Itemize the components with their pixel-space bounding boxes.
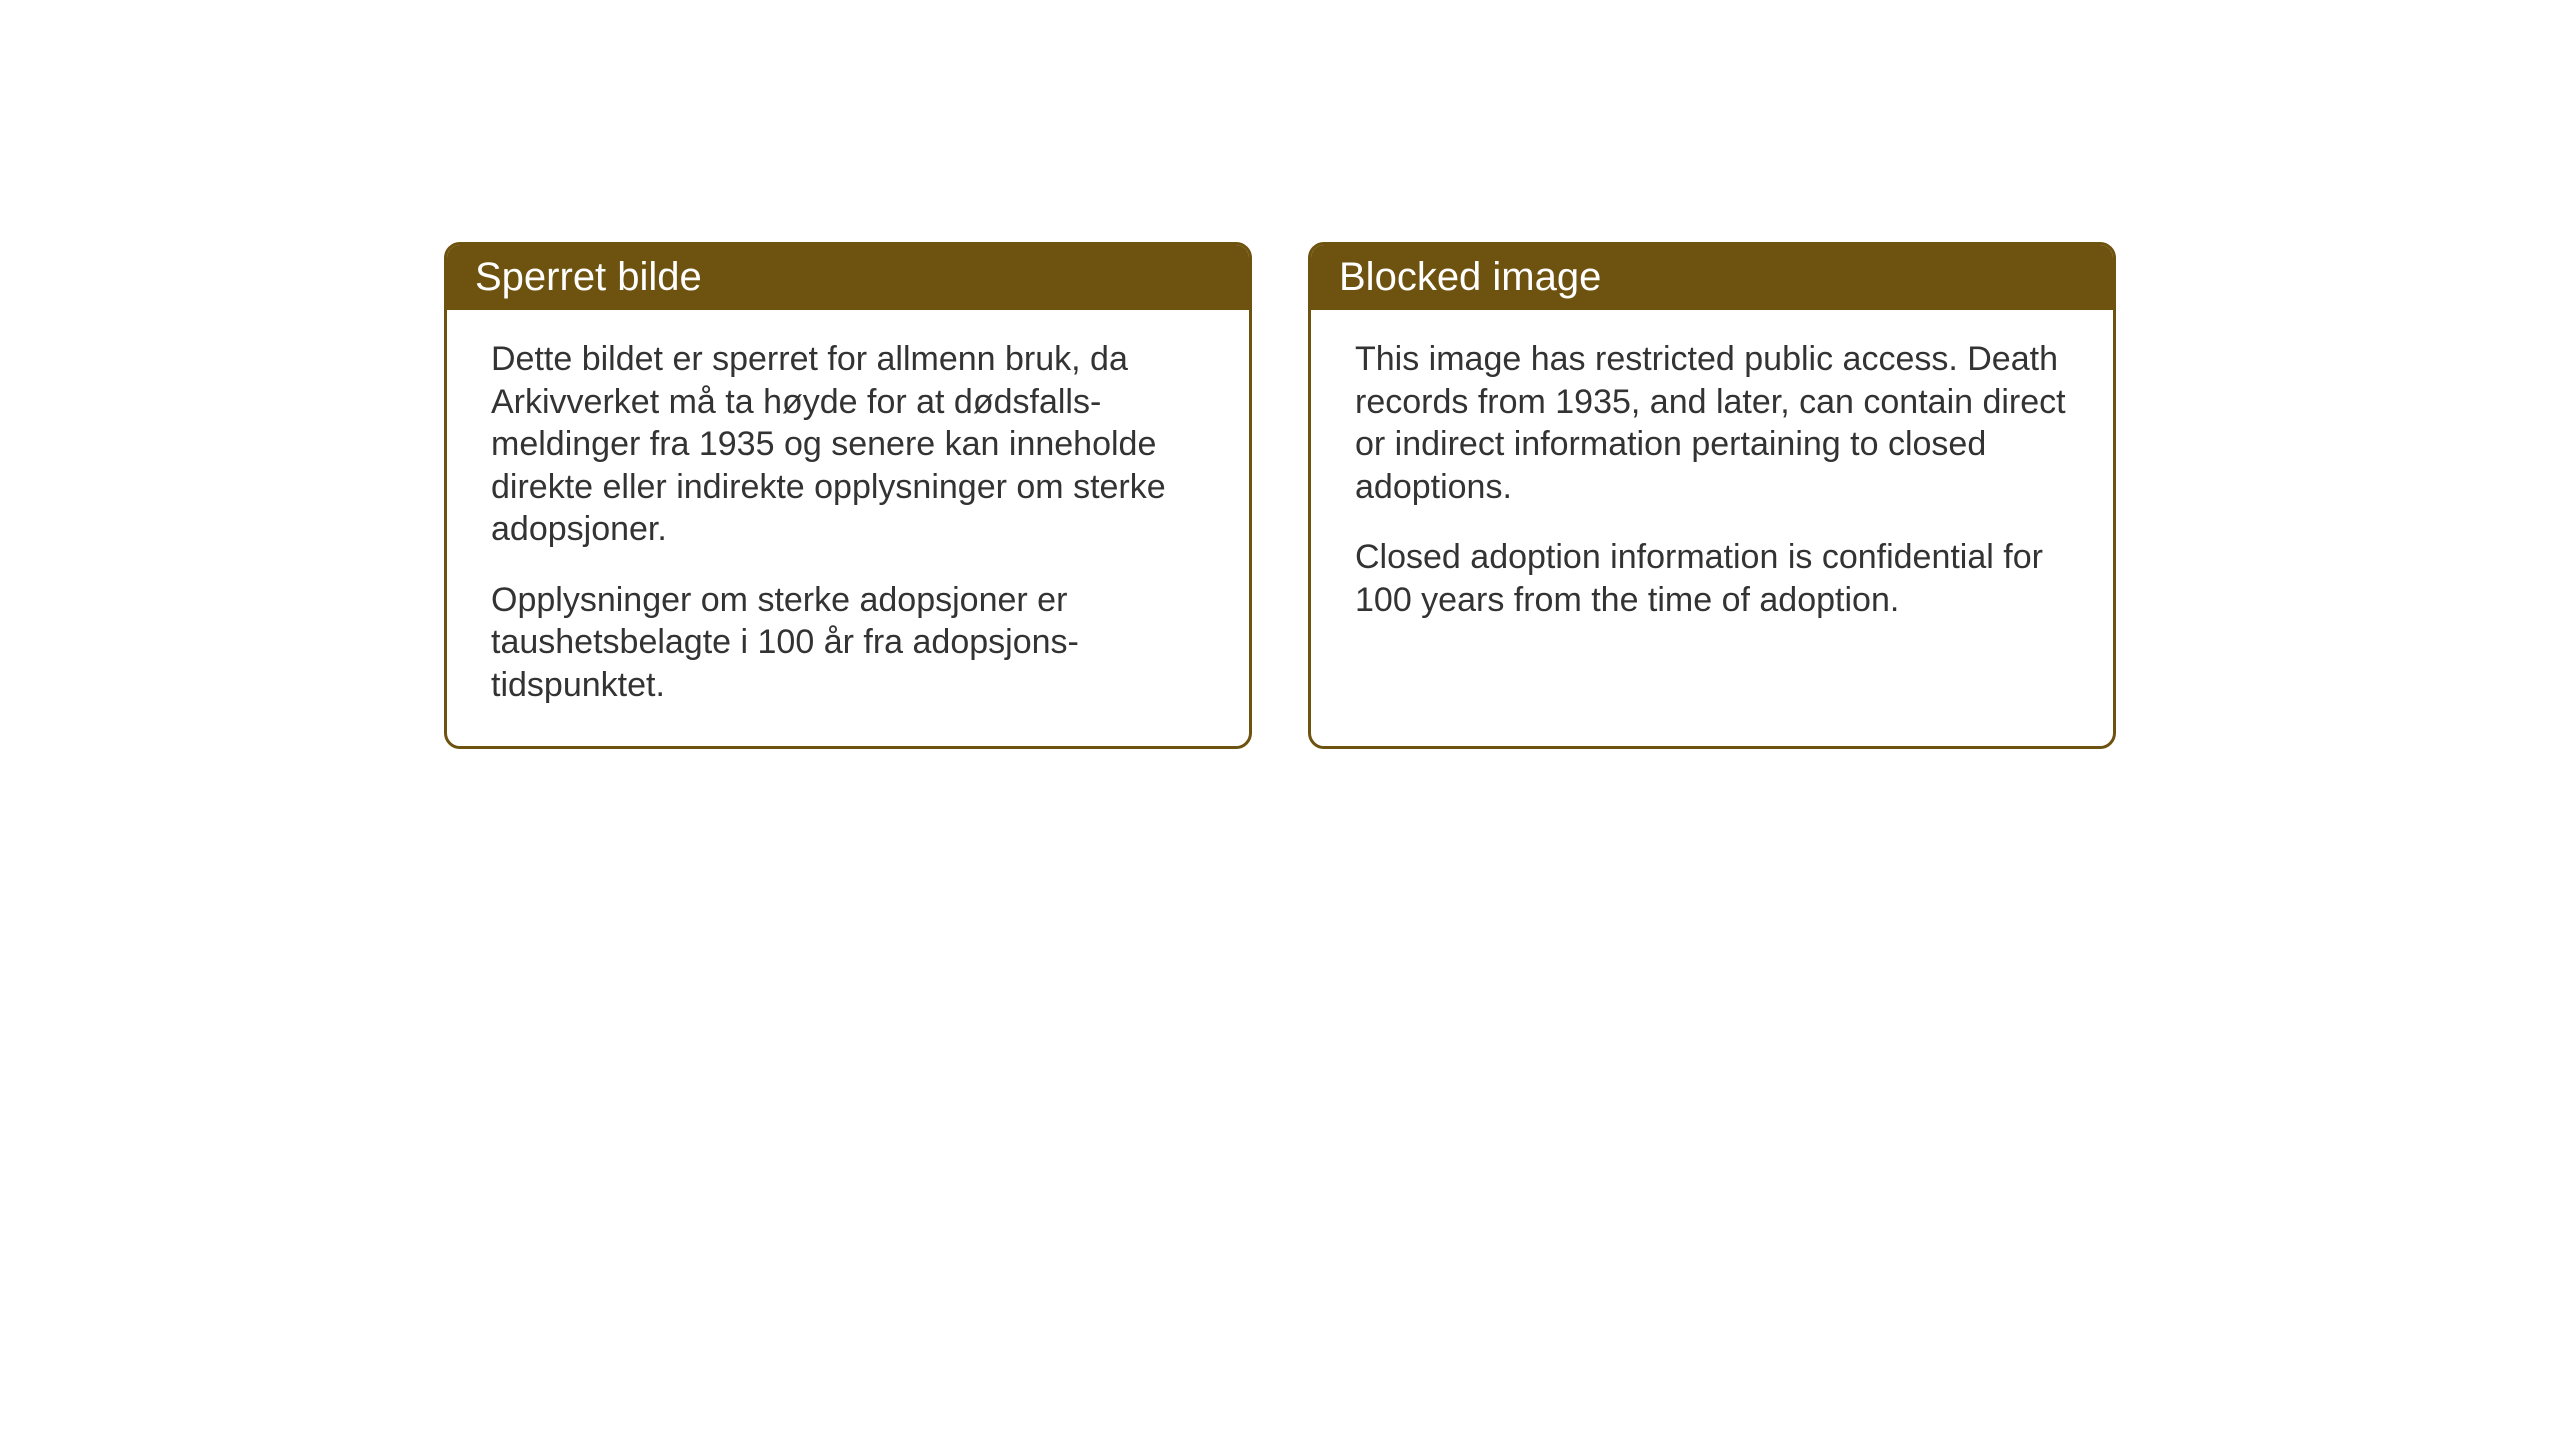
notice-body-norwegian: Dette bildet er sperret for allmenn bruk… <box>447 310 1249 746</box>
notice-header-english: Blocked image <box>1311 245 2113 310</box>
notice-para-norwegian-2: Opplysninger om sterke adopsjoner er tau… <box>491 579 1205 707</box>
notice-para-norwegian-1: Dette bildet er sperret for allmenn bruk… <box>491 338 1205 551</box>
notice-container: Sperret bilde Dette bildet er sperret fo… <box>444 242 2116 749</box>
notice-para-english-1: This image has restricted public access.… <box>1355 338 2069 508</box>
notice-header-norwegian: Sperret bilde <box>447 245 1249 310</box>
notice-box-english: Blocked image This image has restricted … <box>1308 242 2116 749</box>
notice-body-english: This image has restricted public access.… <box>1311 310 2113 661</box>
notice-box-norwegian: Sperret bilde Dette bildet er sperret fo… <box>444 242 1252 749</box>
notice-para-english-2: Closed adoption information is confident… <box>1355 536 2069 621</box>
